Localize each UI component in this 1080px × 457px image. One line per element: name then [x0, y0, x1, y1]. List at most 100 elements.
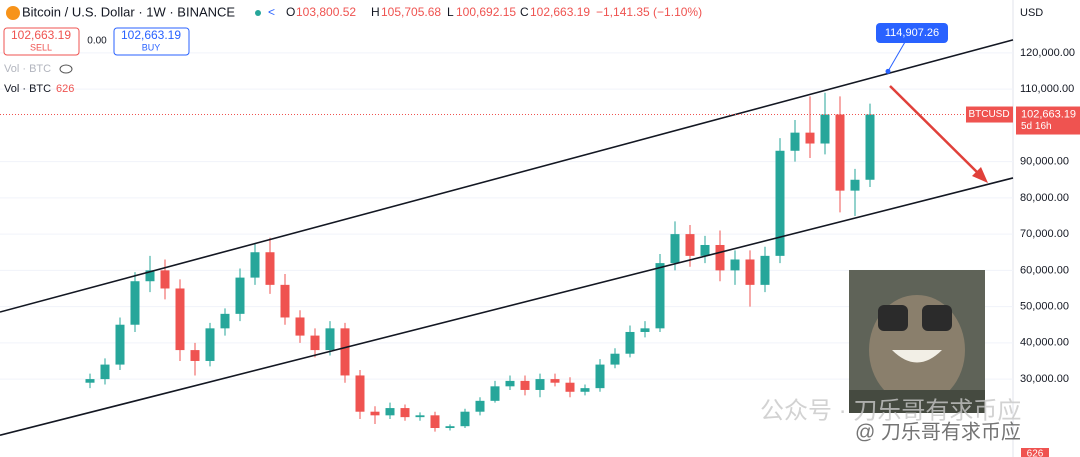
- volume-tag-text: 626: [1027, 449, 1044, 457]
- compare-icon[interactable]: <: [268, 5, 275, 19]
- sell-label: SELL: [30, 42, 52, 52]
- candle-body: [280, 284, 290, 318]
- candle-body: [370, 411, 380, 416]
- ohlc-value: 103,800.52: [296, 5, 356, 19]
- candle-body: [190, 350, 200, 361]
- candle-body: [790, 132, 800, 151]
- candle-body: [850, 179, 860, 191]
- candle-body: [565, 382, 575, 392]
- candle-body: [340, 328, 350, 376]
- volume-tag: [1021, 448, 1049, 457]
- buy-price: 102,663.19: [121, 28, 181, 42]
- price-tag-price: 102,663.19: [1021, 108, 1076, 120]
- candle-body: [685, 234, 695, 256]
- arrow-head: [972, 167, 988, 183]
- ohlc-value: 100,692.15: [456, 5, 516, 19]
- y-tick-label: 50,000.00: [1020, 301, 1069, 313]
- symbol: Bitcoin / U.S. Dollar · 1W · BINANCE: [22, 4, 235, 19]
- candle-body: [220, 313, 230, 329]
- candle-body: [205, 328, 215, 361]
- y-tick-label: 80,000.00: [1020, 192, 1069, 204]
- y-tick-label: 120,000.00: [1020, 47, 1075, 59]
- candle-body: [250, 252, 260, 278]
- y-tick-label: 110,000.00: [1020, 83, 1074, 95]
- candle-body: [325, 328, 335, 351]
- status-dot: [255, 10, 261, 16]
- candle-body: [490, 386, 500, 401]
- ohlc-label: L: [447, 5, 454, 19]
- candle-body: [835, 114, 845, 191]
- candle-body: [625, 331, 635, 354]
- ohlc-label: C: [520, 5, 529, 19]
- channel-line: [0, 177, 1014, 437]
- price-tag-symbol: [966, 106, 1013, 123]
- y-tick-label: 70,000.00: [1020, 228, 1069, 240]
- ohlc-value: 102,663.19: [530, 5, 590, 19]
- candle-body: [130, 281, 140, 325]
- candle-body: [100, 364, 110, 380]
- buy-button[interactable]: [113, 27, 190, 56]
- y-tick-label: 60,000.00: [1020, 264, 1069, 276]
- candle-body: [655, 263, 665, 329]
- meme-image: [849, 270, 985, 413]
- buy-label: BUY: [142, 42, 161, 52]
- watermark-handle: @ 刀乐哥有求币应: [855, 420, 1021, 443]
- candle-body: [430, 415, 440, 429]
- candle-body: [505, 380, 515, 387]
- ohlc-label: O: [286, 5, 295, 19]
- candle-body: [460, 411, 470, 427]
- change: −1,141.35 (−1.10%): [596, 5, 702, 19]
- watermark: 公众号 · 刀乐哥有求币应: [760, 397, 1021, 424]
- price-tag: [1016, 106, 1080, 135]
- channel-line: [0, 39, 1014, 313]
- price-tag-symbol-text: BTCUSD: [968, 109, 1009, 120]
- y-tick-label: 40,000.00: [1020, 337, 1069, 349]
- candle-body: [85, 379, 95, 383]
- candle-body: [700, 244, 710, 256]
- candle-body: [775, 150, 785, 256]
- candle-body: [580, 388, 590, 392]
- eye-icon[interactable]: [59, 64, 73, 74]
- indicator-value: 626: [56, 83, 74, 95]
- callout-stem: [887, 41, 906, 72]
- candle-body: [550, 379, 560, 383]
- candle-body: [115, 324, 125, 365]
- indicator-hidden[interactable]: Vol · BTC: [4, 63, 51, 75]
- candle-body: [745, 259, 755, 285]
- currency[interactable]: USD: [1020, 7, 1043, 19]
- candle-body: [475, 400, 485, 412]
- candle-body: [670, 234, 680, 264]
- candle-body: [385, 408, 395, 416]
- candle-body: [610, 353, 620, 365]
- price-tag-countdown: 5d 16h: [1021, 121, 1052, 132]
- callout-box: [876, 23, 948, 43]
- candle-body: [355, 375, 365, 412]
- y-tick-label: 30,000.00: [1020, 373, 1069, 385]
- arrow: [889, 85, 985, 180]
- candle-body: [640, 328, 650, 332]
- candle-body: [730, 259, 740, 271]
- candle-body: [400, 408, 410, 418]
- candle-body: [265, 252, 275, 285]
- candle-body: [160, 270, 170, 289]
- callout-label: 114,907.26: [885, 27, 939, 39]
- btc-icon: [6, 6, 20, 20]
- candle-body: [760, 255, 770, 285]
- candle-body: [175, 288, 185, 351]
- spread: 0.00: [87, 36, 107, 47]
- sell-button[interactable]: [3, 27, 80, 56]
- candle-body: [445, 426, 455, 429]
- candle-body: [715, 244, 725, 271]
- indicator[interactable]: Vol · BTC: [4, 83, 51, 95]
- candle-body: [865, 114, 875, 180]
- y-tick-label: 90,000.00: [1020, 156, 1069, 168]
- candle-body: [295, 317, 305, 336]
- candle-body: [595, 364, 605, 389]
- candle-body: [145, 270, 155, 282]
- ohlc-label: H: [371, 5, 380, 19]
- ohlc-value: 105,705.68: [381, 5, 441, 19]
- candle-body: [310, 335, 320, 351]
- candle-body: [820, 114, 830, 144]
- candle-body: [805, 132, 815, 144]
- candle-body: [520, 380, 530, 390]
